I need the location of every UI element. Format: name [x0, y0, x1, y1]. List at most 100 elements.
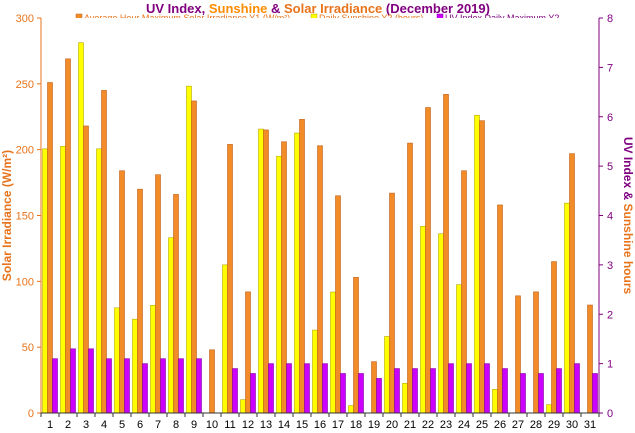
x-tick-label: 30 — [566, 419, 578, 431]
bar-uv-index-day-6 — [142, 363, 148, 414]
x-tick-label: 9 — [191, 419, 197, 431]
left-tick-label: 50 — [22, 342, 34, 354]
bar-uv-index-day-22 — [430, 368, 436, 414]
bar-uv-index-day-2 — [70, 348, 76, 414]
x-tick-label: 13 — [260, 419, 272, 431]
bar-irradiance-day-4 — [101, 90, 107, 414]
bar-irradiance-day-22 — [425, 107, 431, 414]
right-tick-label: 8 — [607, 13, 613, 25]
right-tick-label: 1 — [607, 359, 613, 371]
bar-sunshine-day-16 — [312, 329, 318, 414]
y-axis-right-label: UV Index & Sunshine hours — [621, 137, 635, 295]
bar-uv-index-day-18 — [358, 373, 364, 414]
x-tick-label: 12 — [242, 419, 254, 431]
bar-uv-index-day-24 — [466, 363, 472, 414]
bar-irradiance-day-2 — [65, 58, 71, 414]
bar-sunshine-day-14 — [276, 155, 282, 414]
bar-irradiance-day-17 — [335, 195, 341, 414]
x-tick-label: 26 — [494, 419, 506, 431]
x-tick-label: 18 — [350, 419, 362, 431]
bar-uv-index-day-13 — [268, 363, 274, 414]
x-tick-label: 10 — [206, 419, 218, 431]
bar-uv-index-day-7 — [160, 358, 166, 414]
bar-sunshine-day-24 — [456, 284, 462, 414]
bar-uv-index-day-20 — [394, 368, 400, 414]
right-tick-label: 6 — [607, 112, 613, 124]
bar-irradiance-day-15 — [299, 119, 305, 414]
y-axis-left-label: Solar Irradiance (W/m²) — [0, 150, 14, 281]
left-tick-label: 100 — [16, 276, 34, 288]
right-tick-label: 2 — [607, 309, 613, 321]
x-tick-label: 11 — [224, 419, 235, 431]
bar-irradiance-day-7 — [155, 174, 161, 414]
bar-irradiance-day-3 — [83, 125, 89, 414]
bar-sunshine-day-18 — [348, 405, 354, 414]
chart-title-part: , — [202, 1, 209, 16]
bar-irradiance-day-1 — [47, 82, 53, 414]
chart-title-part: Sunshine — [209, 1, 268, 16]
bar-uv-index-day-25 — [484, 363, 490, 414]
x-tick-label: 3 — [83, 419, 89, 431]
bar-uv-index-day-5 — [124, 358, 130, 414]
right-tick-label: 3 — [607, 260, 613, 272]
y-axis-right-label-part: UV Index — [621, 137, 635, 189]
bars-layer — [42, 42, 598, 414]
bar-sunshine-day-22 — [420, 226, 426, 414]
bar-uv-index-day-9 — [196, 358, 202, 414]
chart-title-part: Solar Irradiance — [284, 1, 382, 16]
left-tick-label: 200 — [16, 145, 34, 157]
bar-irradiance-day-5 — [119, 170, 125, 414]
bar-sunshine-day-1 — [42, 148, 48, 414]
bar-uv-index-day-23 — [448, 363, 454, 414]
bar-uv-index-day-31 — [592, 373, 598, 414]
x-tick-label: 5 — [119, 419, 125, 431]
bar-irradiance-day-9 — [191, 100, 197, 414]
bar-irradiance-day-6 — [137, 188, 143, 414]
bar-sunshine-day-3 — [78, 42, 84, 414]
bar-irradiance-day-26 — [497, 204, 503, 414]
x-tick-label: 21 — [404, 419, 416, 431]
right-tick-label: 7 — [607, 62, 613, 74]
x-tick-label: 14 — [278, 419, 290, 431]
bar-irradiance-day-27 — [515, 295, 521, 414]
chart-title-part: (December 2019) — [382, 1, 490, 16]
x-tick-label: 1 — [47, 419, 53, 431]
bar-irradiance-day-10 — [209, 349, 215, 414]
bar-sunshine-day-7 — [150, 305, 156, 414]
bar-sunshine-day-13 — [258, 128, 264, 414]
x-tick-label: 2 — [65, 419, 71, 431]
bar-irradiance-day-16 — [317, 145, 323, 414]
bar-uv-index-day-14 — [286, 363, 292, 414]
bar-sunshine-day-23 — [438, 233, 444, 414]
left-tick-label: 0 — [28, 408, 34, 420]
bar-irradiance-day-13 — [263, 129, 269, 414]
x-tick-label: 20 — [386, 419, 398, 431]
bar-irradiance-day-14 — [281, 141, 287, 414]
bar-sunshine-day-6 — [132, 318, 138, 414]
bar-irradiance-day-24 — [461, 170, 467, 414]
x-tick-label: 29 — [548, 419, 560, 431]
bar-sunshine-day-4 — [96, 148, 102, 414]
x-tick-label: 24 — [458, 419, 470, 431]
bar-sunshine-day-25 — [474, 114, 480, 414]
bar-uv-index-day-27 — [520, 373, 526, 414]
bar-sunshine-day-20 — [384, 336, 390, 414]
bar-sunshine-day-12 — [240, 399, 246, 414]
x-tick-label: 16 — [314, 419, 326, 431]
x-tick-label: 27 — [512, 419, 524, 431]
right-axis-ticks: 0 1 2 3 4 5 6 7 8 — [599, 13, 613, 420]
bar-uv-index-day-28 — [538, 373, 544, 414]
bar-uv-index-day-19 — [376, 378, 382, 414]
bar-uv-index-day-16 — [322, 363, 328, 414]
bar-sunshine-day-8 — [168, 237, 174, 414]
chart-title: UV Index, Sunshine & Solar Irradiance (D… — [146, 1, 490, 16]
bar-irradiance-day-28 — [533, 291, 539, 414]
x-axis-ticks: 1 2 3 4 5 6 7 8 9 10 11 12 13 14 15 16 17 18 19 20 21 22 23 24 2… — [40, 413, 600, 431]
left-axis-ticks: 0 50 100 150 200 250 300 — [16, 13, 41, 420]
bar-uv-index-day-17 — [340, 373, 346, 414]
bar-irradiance-day-21 — [407, 142, 413, 414]
bar-sunshine-day-21 — [402, 383, 408, 414]
x-tick-label: 8 — [173, 419, 179, 431]
bar-irradiance-day-30 — [569, 153, 575, 414]
